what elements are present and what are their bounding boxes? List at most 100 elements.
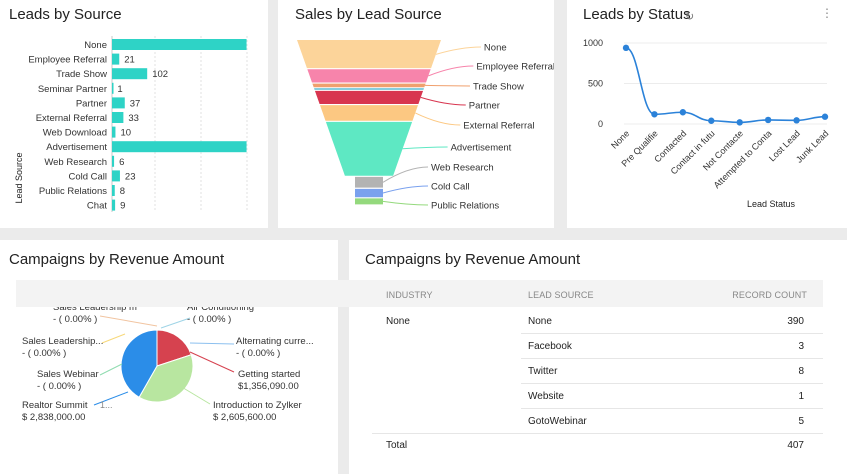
bar (112, 141, 247, 153)
sales-funnel-chart: None Employee Referral Trade Show Partner Ex… (297, 40, 554, 212)
funnel-label: External Referral (463, 121, 534, 132)
pie-leader-line (99, 315, 158, 327)
funnel-label: Employee Referral (476, 62, 554, 73)
data-point (622, 44, 630, 52)
lead-source-column-header[interactable]: LEAD SOURCE (528, 290, 594, 300)
bar (112, 68, 148, 80)
funnel-label: Advertisement (451, 143, 512, 154)
funnel-leader-line (415, 112, 461, 126)
leads-by-status-card: Leads by Status ↻ ⋮ 1000 500 0 None Pre Qual… (567, 0, 847, 228)
row-divider (521, 358, 823, 359)
funnel-leader-line (382, 200, 429, 206)
campaigns-table-title: Campaigns by Revenue Amount (365, 251, 581, 268)
data-label: 1 (117, 84, 122, 95)
pie-leader-line (160, 317, 191, 329)
leads-by-status-title: Leads by Status (583, 6, 691, 23)
y-tick-label: 0 (598, 119, 603, 129)
category-label: External Referral (36, 113, 107, 124)
pie-label-name: Air Conditioning (187, 302, 254, 313)
funnel-leader-line (424, 84, 470, 87)
total-value: 407 (787, 440, 804, 451)
data-label: 9 (120, 201, 125, 212)
data-point (679, 109, 687, 116)
data-label: 10 (120, 128, 131, 139)
y-axis-label: Lead Source (14, 152, 24, 203)
data-label: 8 (120, 186, 125, 197)
pie-label-value: $ 2,605,600.00 (213, 412, 276, 423)
pie-leader-line (101, 333, 126, 344)
pie-leader-line (189, 342, 235, 345)
category-label: Seminar Partner (38, 84, 107, 95)
pie-slice (120, 329, 158, 398)
funnel-label: Public Relations (431, 201, 499, 212)
funnel-leader-line (435, 46, 481, 55)
bar (112, 185, 115, 196)
series-line (625, 47, 826, 124)
leads-by-source-card: Leads by Source Lead Source None Employee … (0, 0, 268, 228)
pie-label-name: Realtor Summit (22, 400, 88, 411)
category-label: Chat (87, 201, 107, 212)
x-tick-label: None (609, 128, 631, 150)
funnel-label: None (484, 43, 507, 54)
pie-leader-line (179, 385, 211, 405)
funnel-segment (319, 105, 419, 121)
funnel-segment (325, 121, 413, 176)
bar (112, 82, 114, 94)
table-row-source: Facebook (528, 341, 572, 352)
funnel-segment (314, 90, 424, 104)
bar (112, 39, 247, 50)
category-label: Trade Show (56, 69, 107, 80)
category-label: Cold Call (68, 171, 107, 182)
bar (112, 155, 115, 167)
pie-label-name: Alternating curre... (236, 336, 314, 347)
pie-overlap-label: 1... (100, 400, 113, 410)
total-divider (372, 433, 823, 434)
funnel-segment (355, 188, 383, 198)
funnel-leader-line (420, 96, 466, 106)
x-axis-label: Lead Status (747, 199, 796, 209)
data-point (651, 111, 658, 118)
data-label: 6 (119, 157, 124, 168)
leads-by-source-chart: Lead Source None Employee Referral 21 Trade … (14, 36, 248, 212)
funnel-segment (307, 69, 431, 83)
pie-label-value: - ( 0.00% ) (22, 348, 66, 359)
category-label: Web Download (43, 128, 107, 139)
bar (112, 53, 120, 65)
table-row-source: Twitter (528, 366, 558, 377)
leads-by-source-title: Leads by Source (9, 6, 122, 23)
funnel-label: Web Research (431, 163, 494, 174)
record-count-column-header[interactable]: RECORD COUNT (732, 290, 807, 300)
table-row-source: GotoWebinar (528, 416, 587, 427)
funnel-leader-line (382, 166, 429, 183)
funnel-segment (314, 88, 424, 90)
refresh-icon[interactable]: ↻ (685, 11, 695, 23)
table-header-row (16, 280, 823, 307)
data-label: 21 (124, 55, 135, 66)
data-point (821, 113, 829, 120)
category-label: Public Relations (39, 186, 107, 197)
pie-label-value: - ( 0.00% ) (37, 381, 81, 392)
funnel-segment (355, 198, 383, 205)
data-point (764, 116, 772, 124)
campaigns-pie-title: Campaigns by Revenue Amount (9, 251, 225, 268)
bar (112, 112, 124, 123)
pie-label-value: - ( 0.00% ) (187, 314, 231, 325)
campaigns-pie-chart: Sales Leadership m- ( 0.00% )Air Conditi… (22, 302, 314, 423)
data-label: 23 (125, 171, 136, 182)
funnel-segment (297, 40, 441, 69)
pie-label-name: Sales Leadership... (22, 336, 103, 347)
pie-label-name: Introduction to Zylker (213, 400, 302, 411)
data-point (736, 119, 743, 126)
bar (112, 170, 120, 182)
funnel-label: Trade Show (473, 82, 524, 93)
pie-slice (138, 354, 194, 403)
industry-column-header[interactable]: INDUSTRY (386, 290, 433, 300)
table-row-source: None (528, 316, 552, 327)
y-tick-label: 500 (588, 79, 603, 89)
table-row-source: Website (528, 391, 564, 402)
funnel-leader-line (428, 65, 474, 77)
table-row-count: 8 (798, 366, 804, 377)
data-label: 37 (130, 98, 141, 109)
sales-by-lead-source-title: Sales by Lead Source (295, 6, 442, 23)
pie-label-value: $1,356,090.00 (238, 381, 299, 392)
